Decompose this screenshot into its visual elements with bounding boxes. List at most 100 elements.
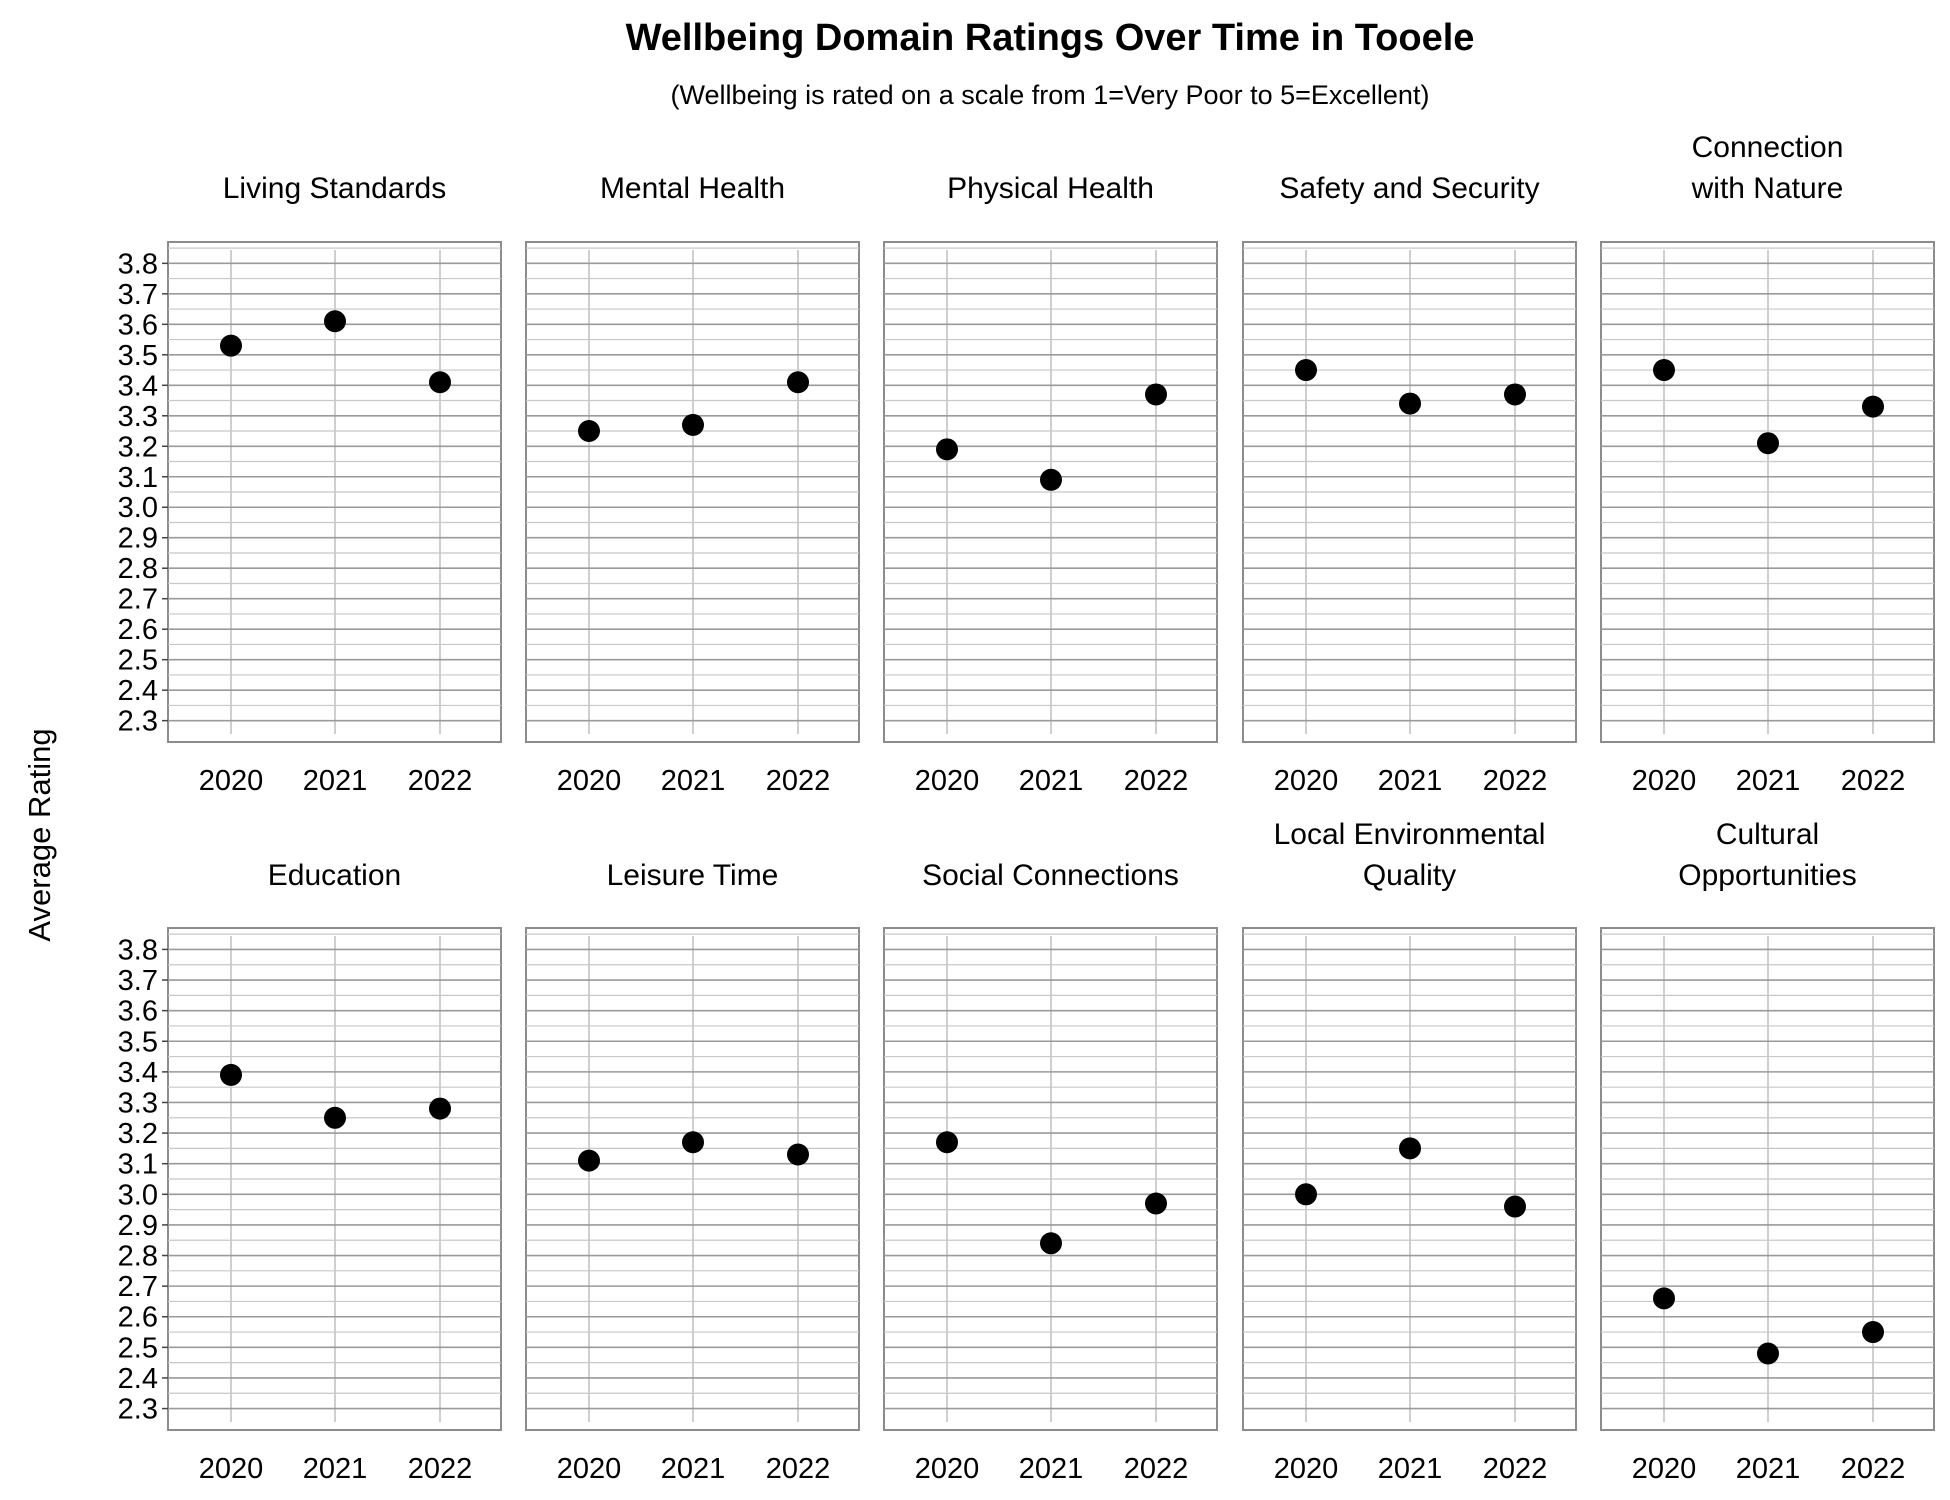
x-tick-label: 2020 xyxy=(199,765,264,797)
data-point xyxy=(787,1143,809,1166)
x-tick-label: 2021 xyxy=(303,1453,368,1485)
x-tick-label: 2022 xyxy=(766,1453,831,1485)
y-tick-label: 2.5 xyxy=(118,645,158,677)
x-tick-label: 2020 xyxy=(1632,1453,1697,1485)
facet-panel: Mental Health 2020 2021 2022 xyxy=(525,172,860,797)
x-tick-label: 2022 xyxy=(1841,765,1906,797)
data-point xyxy=(1399,1137,1421,1160)
y-tick-label: 2.6 xyxy=(118,614,158,646)
y-tick-label: 3.1 xyxy=(118,1149,158,1181)
data-point xyxy=(1145,383,1167,406)
facet-title-line: Leisure Time xyxy=(607,859,779,892)
y-tick-label: 2.7 xyxy=(118,584,158,616)
facet-panel: Living Standards 3.83.73.63.53.43.33.23.1… xyxy=(118,172,502,797)
data-point xyxy=(220,1063,242,1086)
facet-title-line: Quality xyxy=(1363,859,1456,892)
facet-title-line: Education xyxy=(268,859,401,892)
data-point xyxy=(787,371,809,394)
y-tick-label: 3.6 xyxy=(118,309,158,341)
facet-title: Safety and Security xyxy=(1279,172,1539,205)
x-tick-label: 2022 xyxy=(1124,1453,1189,1485)
facet-title: Physical Health xyxy=(947,172,1154,205)
data-point xyxy=(1504,1195,1526,1218)
facet-panel: Education3.83.73.63.53.43.33.23.13.02.92… xyxy=(118,859,502,1485)
x-tick-label: 2021 xyxy=(1736,1453,1801,1485)
y-tick-label: 2.9 xyxy=(118,1210,158,1242)
data-point xyxy=(324,1106,346,1129)
facet-panel: Leisure Time 2020 2021 2022 xyxy=(525,859,860,1485)
facet-panel: Cultural Opportunities 2020 2021 2022 xyxy=(1600,818,1935,1485)
y-tick-label: 3.6 xyxy=(118,996,158,1028)
y-tick-label: 3.5 xyxy=(118,1026,158,1058)
x-tick-label: 2022 xyxy=(1483,1453,1548,1485)
data-point xyxy=(682,1131,704,1154)
facet-panel: Social Connections 2020 2021 2022 xyxy=(883,859,1218,1485)
data-point xyxy=(936,438,958,461)
data-point xyxy=(1040,1232,1062,1255)
facet-title: Living Standards xyxy=(223,172,446,205)
data-point xyxy=(1862,1321,1884,1344)
y-tick-label: 3.3 xyxy=(118,401,158,433)
facet-title-line: Physical Health xyxy=(947,172,1154,205)
y-tick-label: 2.4 xyxy=(118,675,158,707)
x-tick-label: 2022 xyxy=(1483,765,1548,797)
data-point xyxy=(429,371,451,394)
x-tick-label: 2021 xyxy=(661,1453,726,1485)
y-tick-label: 3.4 xyxy=(118,1057,158,1089)
y-tick-label: 2.8 xyxy=(118,553,158,585)
facet-title-line: Social Connections xyxy=(922,859,1179,892)
facet-panel: Safety and Security 2020 2021 2022 xyxy=(1242,172,1577,797)
y-tick-label: 3.7 xyxy=(118,279,158,311)
facet-title: Connection with Nature xyxy=(1691,131,1844,205)
x-tick-label: 2022 xyxy=(1841,1453,1906,1485)
data-point xyxy=(1653,1287,1675,1310)
facet-panel: Physical Health 2020 2021 2022 xyxy=(883,172,1218,797)
data-point xyxy=(324,310,346,333)
x-tick-label: 2020 xyxy=(1274,765,1339,797)
y-tick-label: 3.0 xyxy=(118,492,158,524)
facet-title: Mental Health xyxy=(600,172,785,205)
x-tick-label: 2021 xyxy=(1736,765,1801,797)
facet-title-line: with Nature xyxy=(1691,172,1844,205)
data-point xyxy=(1504,383,1526,406)
x-tick-label: 2020 xyxy=(557,765,622,797)
data-point xyxy=(1399,392,1421,415)
x-tick-label: 2020 xyxy=(199,1453,264,1485)
chart-title: Wellbeing Domain Ratings Over Time in To… xyxy=(626,17,1475,59)
x-tick-label: 2021 xyxy=(1378,765,1443,797)
y-tick-label: 2.5 xyxy=(118,1332,158,1364)
facet-title: Social Connections xyxy=(922,859,1179,892)
x-tick-label: 2022 xyxy=(766,765,831,797)
x-tick-label: 2022 xyxy=(408,765,473,797)
y-tick-label: 3.5 xyxy=(118,340,158,372)
x-tick-label: 2022 xyxy=(1124,765,1189,797)
facet-panels: Living Standards3.83.73.63.53.43.33.23.1… xyxy=(118,131,1935,1485)
data-point xyxy=(936,1131,958,1154)
facet-title-line: Living Standards xyxy=(223,172,446,205)
y-tick-label: 2.9 xyxy=(118,523,158,555)
x-tick-label: 2022 xyxy=(408,1453,473,1485)
y-tick-label: 2.4 xyxy=(118,1363,158,1395)
data-point xyxy=(1040,468,1062,491)
data-point xyxy=(682,413,704,436)
y-tick-label: 2.7 xyxy=(118,1271,158,1303)
x-tick-label: 2021 xyxy=(1019,1453,1084,1485)
x-tick-label: 2020 xyxy=(915,1453,980,1485)
data-point xyxy=(1862,395,1884,418)
y-tick-label: 2.8 xyxy=(118,1241,158,1273)
x-tick-label: 2021 xyxy=(303,765,368,797)
y-axis-label: Average Rating xyxy=(22,728,57,941)
y-tick-label: 3.4 xyxy=(118,370,158,402)
y-tick-label: 3.2 xyxy=(118,1118,158,1150)
y-tick-label: 2.3 xyxy=(118,1394,158,1426)
facet-title-line: Cultural xyxy=(1716,818,1819,851)
data-point xyxy=(1295,1183,1317,1206)
data-point xyxy=(1295,359,1317,382)
facet-panel: Connection with Nature 2020 2021 2022 xyxy=(1600,131,1935,797)
y-tick-label: 3.8 xyxy=(118,934,158,966)
y-tick-label: 3.8 xyxy=(118,248,158,280)
facet-title: Cultural Opportunities xyxy=(1678,818,1856,892)
facet-title-line: Local Environmental xyxy=(1274,818,1546,851)
